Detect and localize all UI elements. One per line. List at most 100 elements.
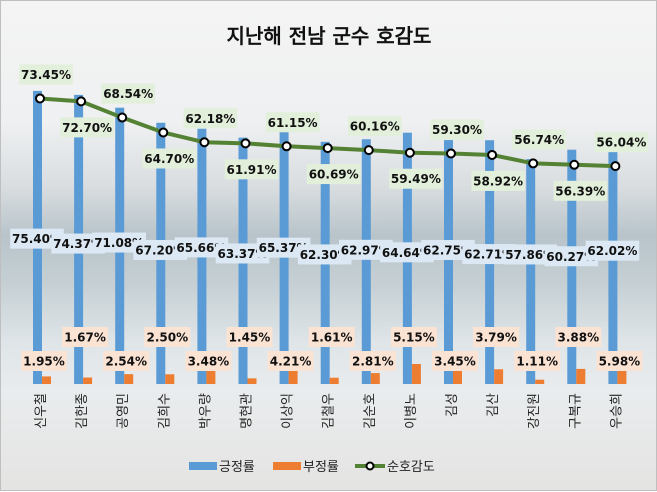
- label-negative: 1.45%: [229, 331, 271, 345]
- label-net: 64.70%: [144, 152, 194, 166]
- label-negative: 2.81%: [352, 355, 394, 369]
- label-positive: 63.37%: [218, 247, 268, 261]
- label-positive: 67.20%: [135, 244, 185, 258]
- label-net-bg: [306, 164, 361, 185]
- line-point: [199, 137, 210, 148]
- category-label: 박우량: [198, 393, 213, 429]
- label-net: 68.54%: [103, 87, 153, 101]
- label-positive: 57.86%: [505, 248, 555, 262]
- category-label: 김철우: [322, 393, 337, 429]
- label-net: 56.74%: [514, 133, 564, 147]
- bar-positive: [444, 140, 453, 384]
- label-negative: 2.50%: [146, 331, 188, 345]
- label-net-bg: [60, 117, 114, 138]
- label-negative: 3.48%: [188, 355, 230, 369]
- bar-negative: [42, 376, 51, 384]
- bar-negative: [288, 367, 298, 384]
- label-positive-bg: [51, 233, 105, 254]
- label-negative-bg: [62, 327, 109, 347]
- label-positive-bg: [339, 239, 393, 260]
- label-negative-bg: [390, 327, 437, 347]
- label-negative-bg: [555, 327, 602, 347]
- label-positive: 62.30%: [300, 248, 350, 262]
- label-net-bg: [553, 180, 608, 201]
- label-negative-bg: [432, 351, 478, 371]
- line-point: [610, 161, 621, 172]
- bar-negative: [535, 379, 545, 384]
- label-net: 62.18%: [185, 112, 235, 126]
- bar-positive: [526, 159, 536, 384]
- label-positive-bg: [503, 244, 557, 265]
- bar-positive: [608, 142, 618, 384]
- label-negative-bg: [144, 327, 191, 347]
- label-net-bg: [471, 170, 525, 191]
- label-positive-bg: [544, 246, 599, 267]
- label-negative: 2.54%: [105, 355, 147, 369]
- bar-negative: [83, 377, 93, 384]
- bar-negative: [165, 374, 175, 384]
- label-positive-bg: [462, 244, 516, 265]
- label-positive: 62.71%: [464, 248, 514, 262]
- bar-negative: [617, 360, 627, 384]
- label-positive-bg: [297, 244, 352, 265]
- bar-positive: [567, 149, 577, 384]
- line-point: [35, 93, 45, 104]
- label-positive-bg: [133, 240, 188, 261]
- label-net: 61.91%: [227, 163, 277, 177]
- label-positive: 74.37%: [53, 237, 103, 251]
- line-point: [117, 112, 128, 123]
- label-negative: 3.79%: [475, 331, 517, 345]
- category-label: 김한종: [75, 393, 90, 429]
- bar-negative: [576, 368, 586, 384]
- label-negative: 1.61%: [311, 331, 353, 345]
- label-positive: 62.97%: [341, 243, 391, 257]
- legend-swatch-negative: [273, 462, 301, 470]
- label-negative-bg: [226, 327, 273, 347]
- bar-negative: [247, 378, 257, 384]
- line-point: [158, 127, 169, 138]
- category-label: 김산: [486, 393, 501, 417]
- label-negative-bg: [103, 351, 150, 371]
- line-point: [528, 158, 539, 169]
- label-negative: 3.45%: [434, 355, 476, 369]
- label-net-bg: [348, 116, 402, 137]
- line-point: [76, 96, 87, 107]
- category-label: 김희수: [157, 393, 172, 429]
- category-label: 신우철: [34, 393, 49, 429]
- label-negative-bg: [514, 351, 561, 371]
- label-net: 56.39%: [555, 184, 605, 198]
- category-label: 우승희: [609, 393, 624, 429]
- label-net-bg: [101, 83, 155, 104]
- label-net: 60.69%: [309, 168, 359, 182]
- label-net-bg: [142, 148, 197, 169]
- label-negative-bg: [267, 351, 314, 371]
- bar-negative: [329, 377, 339, 384]
- label-positive-bg: [92, 232, 146, 253]
- label-positive: 65.66%: [176, 241, 226, 255]
- label-net-bg: [389, 168, 443, 189]
- category-label: 이병노: [404, 393, 419, 429]
- label-positive-bg: [10, 228, 64, 249]
- legend-label: 부정률: [303, 460, 339, 475]
- line-point: [569, 159, 580, 170]
- label-positive-bg: [215, 243, 270, 264]
- label-negative: 5.15%: [393, 331, 435, 345]
- label-positive: 60.27%: [546, 250, 596, 264]
- label-positive: 75.40%: [12, 232, 62, 246]
- label-negative-bg: [596, 351, 643, 371]
- legend-label: 순호감도: [387, 460, 435, 475]
- label-negative: 1.67%: [64, 331, 106, 345]
- line-point: [281, 141, 292, 152]
- label-net: 59.30%: [432, 123, 482, 137]
- line-point: [240, 138, 251, 149]
- label-negative: 1.11%: [516, 355, 558, 369]
- bar-negative: [494, 369, 504, 384]
- label-net-bg: [430, 119, 484, 140]
- line-point: [322, 143, 333, 154]
- label-net: 56.04%: [596, 136, 646, 150]
- bar-negative: [124, 374, 134, 384]
- label-negative: 4.21%: [270, 355, 312, 369]
- category-label: 구복규: [568, 393, 583, 429]
- label-negative-bg: [185, 351, 232, 371]
